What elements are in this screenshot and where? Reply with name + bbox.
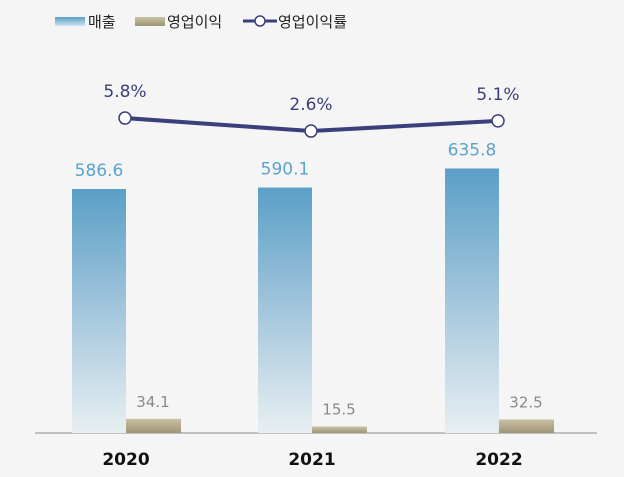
label-sales-2020: 586.6	[75, 161, 124, 181]
label-sales-2022: 635.8	[448, 141, 497, 161]
label-sales-2021: 590.1	[261, 160, 310, 180]
label-rate-2020: 5.8%	[103, 82, 146, 102]
x-tick-2021: 2021	[288, 450, 335, 470]
legend-swatch-sales	[55, 17, 85, 26]
bar-sales-2022	[445, 168, 499, 433]
legend-label-rate: 영업이익률	[278, 13, 347, 31]
legend: 매출 영업이익 영업이익률	[55, 13, 347, 31]
marker-rate-2021	[304, 124, 318, 138]
bar-op-2020	[126, 418, 181, 433]
x-tick-2022: 2022	[475, 450, 522, 470]
marker-rate-2020	[118, 111, 132, 125]
x-tick-2020: 2020	[102, 450, 149, 470]
label-op-2021: 15.5	[322, 401, 355, 419]
bar-sales-2021	[258, 187, 312, 433]
bar-op-2021	[312, 426, 367, 433]
label-rate-2021: 2.6%	[289, 95, 332, 115]
label-op-2020: 34.1	[136, 393, 169, 411]
legend-label-sales: 매출	[88, 13, 116, 31]
legend-marker-rate	[254, 15, 266, 27]
legend-label-op: 영업이익	[167, 13, 222, 31]
bar-sales-2020	[72, 188, 126, 433]
legend-swatch-op	[135, 17, 165, 26]
bar-op-2022	[499, 419, 554, 433]
marker-rate-2022	[491, 114, 505, 128]
label-rate-2022: 5.1%	[476, 85, 519, 105]
label-op-2022: 32.5	[509, 393, 542, 411]
